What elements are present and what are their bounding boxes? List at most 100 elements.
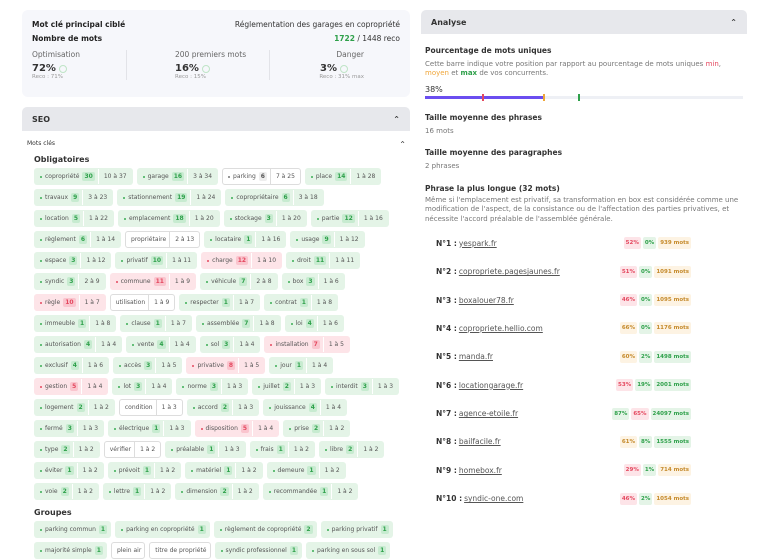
keyword-chip[interactable]: espace 3 1 à 12	[34, 252, 112, 269]
chevron-up-icon[interactable]: ⌃	[399, 140, 406, 149]
keyword-range: 1 à 4	[306, 358, 332, 373]
keyword-chip[interactable]: juillet 2 1 à 3	[252, 378, 322, 395]
keyword-chip[interactable]: règlement de copropriété 2	[213, 521, 317, 538]
keyword-chip[interactable]: clause 1 1 à 7	[120, 315, 192, 332]
keyword-chip[interactable]: vente 4 1 à 4	[126, 336, 196, 353]
keyword-chip[interactable]: prévoit 1 1 à 2	[107, 462, 182, 479]
keyword-chip[interactable]: frais 1 1 à 2	[249, 441, 315, 458]
and-text: et	[451, 69, 459, 78]
keyword-chip[interactable]: lettre 1 1 à 2	[102, 483, 172, 500]
keyword-chip[interactable]: matériel 1 1 à 2	[185, 462, 263, 479]
keyword-chip[interactable]: dimension 2 1 à 2	[175, 483, 259, 500]
competitor-badge: 52%	[623, 237, 641, 250]
keyword-chip[interactable]: éviter 1 1 à 2	[34, 462, 104, 479]
keyword-chip[interactable]: charge 12 1 à 10	[201, 252, 283, 269]
keyword-chip[interactable]: parking en sous sol 1	[306, 542, 391, 559]
keyword-chip[interactable]: titre de propriété	[149, 542, 211, 559]
keyword-chip[interactable]: demeure 1 1 à 2	[266, 462, 346, 479]
keyword-chip[interactable]: propriétaire 2 à 13	[125, 231, 201, 248]
keyword-chip[interactable]: fermé 3 1 à 3	[34, 420, 105, 437]
keyword-chip[interactable]: condition 1 à 3	[118, 399, 183, 416]
keyword-chip[interactable]: box 3 1 à 6	[281, 273, 345, 290]
keyword-chip[interactable]: respecter 1 1 à 7	[179, 294, 261, 311]
keyword-chip[interactable]: vérifier 1 à 2	[103, 441, 162, 458]
keyword-chip[interactable]: commune 11 1 à 9	[109, 273, 197, 290]
keyword-chip[interactable]: parking 6 7 à 25	[222, 168, 301, 185]
keyword-chip[interactable]: copropriété 30 10 à 37	[34, 168, 133, 185]
keyword-chip[interactable]: contrat 1 1 à 8	[264, 294, 339, 311]
keyword-chip[interactable]: locataire 1 1 à 16	[204, 231, 287, 248]
keyword-chip[interactable]: location 5 1 à 22	[34, 210, 114, 227]
keyword-chip[interactable]: privatif 10 1 à 11	[115, 252, 198, 269]
keyword-chip[interactable]: syndic professionnel 1	[214, 542, 303, 559]
keyword-chip[interactable]: parking commun 1	[34, 521, 112, 538]
keyword-chip[interactable]: installation 7 1 à 5	[264, 336, 350, 353]
keyword-chip[interactable]: droit 11 1 à 11	[286, 252, 361, 269]
keyword-chip[interactable]: syndic 3 2 à 9	[34, 273, 106, 290]
competitor-link[interactable]: manda.fr	[458, 352, 493, 362]
keyword-chip[interactable]: recommandée 1 1 à 2	[262, 483, 359, 500]
keyword-chip[interactable]: prise 2 1 à 2	[283, 420, 351, 437]
keyword-count: 10	[63, 298, 76, 307]
keyword-chip[interactable]: exclusif 4 1 à 6	[34, 357, 110, 374]
keyword-chip[interactable]: parking privatif 1	[320, 521, 393, 538]
keyword-chip[interactable]: stationnement 19 1 à 24	[117, 189, 222, 206]
stat-label: 200 premiers mots	[175, 50, 247, 59]
keyword-chip[interactable]: travaux 9 3 à 23	[34, 189, 114, 206]
keyword-chip[interactable]: plein air	[110, 542, 146, 559]
keyword-chip[interactable]: règle 10 1 à 7	[34, 294, 106, 311]
keyword-chip[interactable]: usage 9 1 à 12	[290, 231, 365, 248]
keyword-chip[interactable]: préalable 1 1 à 3	[165, 441, 246, 458]
keyword-chip[interactable]: parking en copropriété 1	[115, 521, 210, 538]
keyword-range: 1 à 4	[81, 379, 107, 394]
keyword-chip[interactable]: véhicule 7 2 à 8	[200, 273, 278, 290]
keyword-chip[interactable]: interdit 3 1 à 3	[325, 378, 400, 395]
competitor-link[interactable]: agence-etoile.fr	[458, 409, 519, 419]
keyword-chip[interactable]: jouissance 4 1 à 4	[263, 399, 348, 416]
competitor-link[interactable]: bailfacile.fr	[458, 437, 501, 447]
keyword-chip[interactable]: emplacement 18 1 à 20	[117, 210, 220, 227]
keyword-chip[interactable]: jour 1 1 à 4	[269, 357, 334, 374]
keyword-chip[interactable]: accès 3 1 à 5	[113, 357, 183, 374]
competitor-badge: 2%	[639, 350, 653, 363]
competitor-link[interactable]: yespark.fr	[458, 238, 497, 248]
competitor-link[interactable]: locationgarage.fr	[458, 380, 524, 390]
keywords-subheader[interactable]: Mots clés ⌃	[22, 131, 410, 153]
keyword-chip[interactable]: gestion 5 1 à 4	[34, 378, 109, 395]
keyword-chip[interactable]: place 14 1 à 28	[304, 168, 382, 185]
chevron-up-icon[interactable]: ⌃	[393, 114, 400, 124]
keyword-label: parking en copropriété	[116, 526, 197, 533]
keyword-chip[interactable]: loi 4 1 à 6	[284, 315, 344, 332]
keyword-chip[interactable]: privative 8 1 à 5	[186, 357, 266, 374]
keyword-chip[interactable]: norme 3 1 à 3	[176, 378, 249, 395]
keyword-text: vente	[137, 341, 155, 348]
keyword-chip[interactable]: type 2 1 à 2	[34, 441, 100, 458]
competitor-link[interactable]: boxalouer78.fr	[458, 295, 514, 305]
keyword-chip[interactable]: garage 16 3 à 34	[136, 168, 219, 185]
analyse-section-header[interactable]: Analyse ⌃	[421, 10, 747, 34]
keyword-chip[interactable]: assemblée 7 1 à 8	[195, 315, 281, 332]
keyword-chip[interactable]: copropriétaire 6 3 à 18	[225, 189, 324, 206]
seo-section-header[interactable]: SEO ⌃	[22, 107, 410, 131]
keyword-chip[interactable]: immeuble 1 1 à 8	[34, 315, 117, 332]
keyword-chip[interactable]: électrique 1 1 à 3	[108, 420, 191, 437]
competitor-link[interactable]: copropriete.pagesjaunes.fr	[458, 267, 560, 277]
keyword-chip[interactable]: lot 3 1 à 4	[112, 378, 173, 395]
keyword-chip[interactable]: utilisation 1 à 9	[109, 294, 176, 311]
keyword-chip[interactable]: voie 2 1 à 2	[34, 483, 99, 500]
keyword-chip[interactable]: stockage 3 1 à 20	[223, 210, 307, 227]
keyword-chip[interactable]: autorisation 4 1 à 4	[34, 336, 123, 353]
competitor-link[interactable]: syndic-one.com	[464, 494, 524, 504]
competitor-link[interactable]: copropriete.hellio.com	[458, 323, 543, 333]
chevron-up-icon[interactable]: ⌃	[730, 17, 737, 27]
keyword-chip[interactable]: accord 2 1 à 3	[186, 399, 260, 416]
keyword-chip[interactable]: règlement 6 1 à 14	[34, 231, 122, 248]
keyword-label: utilisation	[111, 299, 148, 306]
keyword-chip[interactable]: partie 12 1 à 16	[310, 210, 389, 227]
keyword-chip[interactable]: sol 3 1 à 4	[199, 336, 261, 353]
keyword-chip[interactable]: majorité simple 1	[34, 542, 107, 559]
keyword-chip[interactable]: logement 2 1 à 2	[34, 399, 115, 416]
keyword-chip[interactable]: disposition 5 1 à 4	[194, 420, 280, 437]
competitor-link[interactable]: homebox.fr	[458, 465, 502, 475]
keyword-chip[interactable]: libre 2 1 à 2	[318, 441, 385, 458]
